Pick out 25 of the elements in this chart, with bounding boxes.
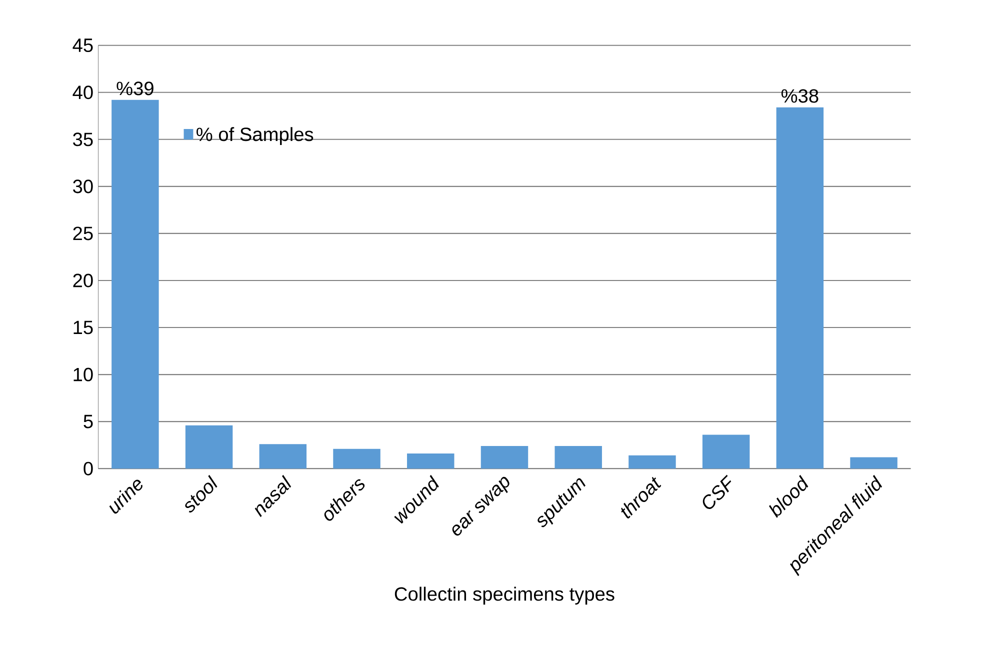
y-tick-label: 15 — [74, 320, 93, 334]
bar — [702, 434, 750, 469]
y-tick-label: 45 — [72, 38, 93, 52]
bar — [480, 446, 528, 469]
y-tick-label: 0 — [84, 462, 93, 476]
bar — [850, 457, 898, 469]
bar — [259, 444, 307, 469]
y-tick-label: 30 — [73, 180, 93, 194]
data-label: %39 — [116, 82, 154, 96]
bar — [554, 446, 602, 469]
bar — [333, 448, 380, 469]
x-axis-title: Collectin specimens types — [394, 586, 614, 605]
legend-label: % of Samples — [196, 127, 314, 146]
y-tick-label: 20 — [73, 274, 93, 288]
y-tick-label: 5 — [84, 414, 93, 428]
bar — [112, 100, 159, 469]
bar — [628, 455, 676, 469]
y-tick-label: 35 — [73, 132, 93, 146]
data-label: %38 — [781, 89, 818, 103]
y-tick-label: 25 — [73, 226, 93, 240]
bar — [185, 425, 233, 469]
bar — [776, 107, 824, 469]
y-tick-label: 40 — [72, 86, 93, 100]
y-tick-label: 10 — [74, 368, 93, 382]
bar — [407, 454, 454, 469]
